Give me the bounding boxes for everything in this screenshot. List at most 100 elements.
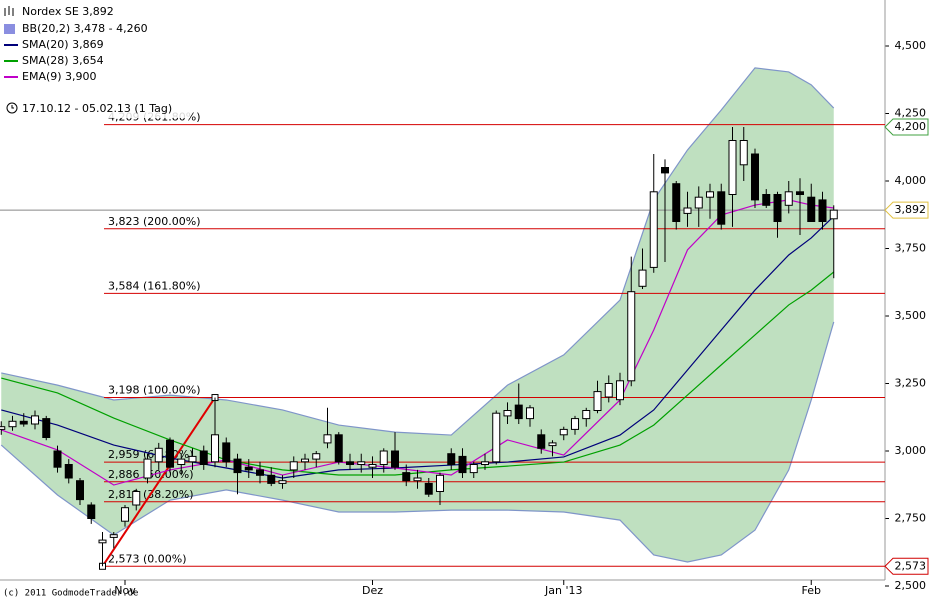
fib-label: 3,584 (161.80%) bbox=[108, 279, 201, 292]
candle-body bbox=[177, 458, 186, 466]
candle-body bbox=[301, 458, 309, 463]
candle-body bbox=[368, 464, 377, 468]
candle-body bbox=[121, 507, 129, 522]
candle-body bbox=[807, 196, 816, 222]
candle-body bbox=[402, 472, 411, 482]
candle-body bbox=[728, 140, 737, 195]
candle-body bbox=[357, 461, 366, 465]
candle-body bbox=[458, 455, 467, 474]
candle-body bbox=[559, 428, 568, 436]
legend-icon bbox=[4, 6, 14, 16]
price-tag-label: 2,573 bbox=[895, 559, 927, 572]
candle-body bbox=[334, 434, 343, 463]
band-lower bbox=[0, 321, 835, 563]
candle-body bbox=[649, 191, 658, 268]
x-tick-label: Feb bbox=[802, 584, 821, 597]
candle-body bbox=[571, 418, 579, 430]
candle-body bbox=[593, 391, 602, 412]
candle-body bbox=[548, 442, 557, 447]
y-tick-label: 3,750 bbox=[895, 242, 927, 255]
y-tick-label: 2,500 bbox=[895, 579, 927, 592]
band-upper bbox=[1, 67, 835, 436]
candle-body bbox=[278, 480, 287, 484]
candle-body bbox=[818, 199, 827, 222]
candle-body bbox=[526, 407, 534, 420]
candle-body bbox=[683, 207, 692, 214]
candle-body bbox=[211, 434, 219, 463]
candle-body bbox=[8, 420, 17, 428]
candle-body bbox=[0, 426, 6, 430]
x-tick-label: Jan '13 bbox=[544, 584, 582, 597]
candle-body bbox=[773, 194, 782, 222]
candle-body bbox=[582, 410, 591, 420]
footer: (c) 2011 GodmodeTrader.de bbox=[3, 589, 138, 599]
candle-body bbox=[312, 453, 321, 460]
legend-label: SMA(20) 3,869 bbox=[22, 38, 104, 51]
candle-body bbox=[132, 491, 141, 506]
candle-body bbox=[829, 209, 838, 220]
candle-body bbox=[267, 474, 276, 484]
legend-swatch bbox=[4, 24, 15, 34]
y-tick-label: 3,500 bbox=[895, 309, 927, 322]
x-tick-label: Dez bbox=[362, 584, 383, 597]
legend-box bbox=[0, 0, 190, 118]
candle-body bbox=[672, 183, 681, 222]
candle-body bbox=[53, 450, 62, 468]
candle-body bbox=[31, 415, 39, 425]
instrument-name: Nordex SE 3,892 bbox=[22, 5, 114, 18]
candle-body bbox=[188, 455, 197, 463]
candle-body bbox=[166, 439, 174, 468]
candle-body bbox=[87, 504, 96, 519]
candle-body bbox=[199, 450, 208, 465]
candle-body bbox=[492, 412, 501, 463]
y-tick-label: 3,250 bbox=[895, 377, 927, 390]
candle-body bbox=[379, 450, 388, 465]
candle-body bbox=[537, 434, 546, 449]
trend-line bbox=[101, 396, 216, 567]
y-tick-label: 3,000 bbox=[895, 444, 927, 457]
candle-body bbox=[627, 291, 636, 382]
date-range: 17.10.12 - 05.02.13 (1 Tag) bbox=[22, 102, 172, 115]
candle-body bbox=[143, 458, 152, 479]
candle-body bbox=[222, 442, 231, 463]
candle-body bbox=[796, 191, 804, 196]
price-tag bbox=[884, 557, 929, 575]
candle-body bbox=[289, 461, 298, 471]
price-tag bbox=[884, 201, 929, 219]
candle-body bbox=[323, 434, 332, 444]
y-tick-label: 2,750 bbox=[895, 512, 927, 525]
candle-body bbox=[616, 380, 624, 401]
fib-label: 2,573 (0.00%) bbox=[108, 552, 187, 565]
price-tag bbox=[884, 118, 929, 136]
candle-body bbox=[109, 534, 118, 538]
candle-body bbox=[751, 153, 759, 201]
x-tick-label: Nov bbox=[114, 584, 136, 597]
candle-body bbox=[784, 191, 793, 206]
clock-icon bbox=[6, 102, 18, 114]
price-tag-label: 3,892 bbox=[895, 203, 927, 216]
candle-body bbox=[98, 539, 107, 544]
candle-body bbox=[447, 453, 456, 466]
candle-body bbox=[638, 269, 647, 287]
clock-hands bbox=[11, 105, 14, 109]
candle-body bbox=[604, 383, 613, 398]
legend-label: EMA(9) 3,900 bbox=[22, 70, 97, 83]
candle-body bbox=[706, 191, 714, 198]
y-tick-label: 4,500 bbox=[895, 39, 927, 52]
fib-label: 3,198 (100.00%) bbox=[108, 384, 201, 397]
candle-body bbox=[154, 447, 163, 463]
candle-body bbox=[694, 196, 703, 209]
candle-body bbox=[42, 418, 51, 439]
candle-body bbox=[424, 482, 433, 495]
candle-body bbox=[64, 464, 73, 479]
candle-body bbox=[244, 466, 253, 471]
y-tick-label: 4,250 bbox=[895, 107, 927, 120]
candle-body bbox=[717, 191, 726, 225]
fib-label: 3,823 (200.00%) bbox=[108, 215, 201, 228]
candle-body bbox=[256, 469, 264, 476]
candle-body bbox=[739, 140, 748, 166]
candle-body bbox=[481, 461, 489, 465]
candle-body bbox=[469, 464, 478, 474]
